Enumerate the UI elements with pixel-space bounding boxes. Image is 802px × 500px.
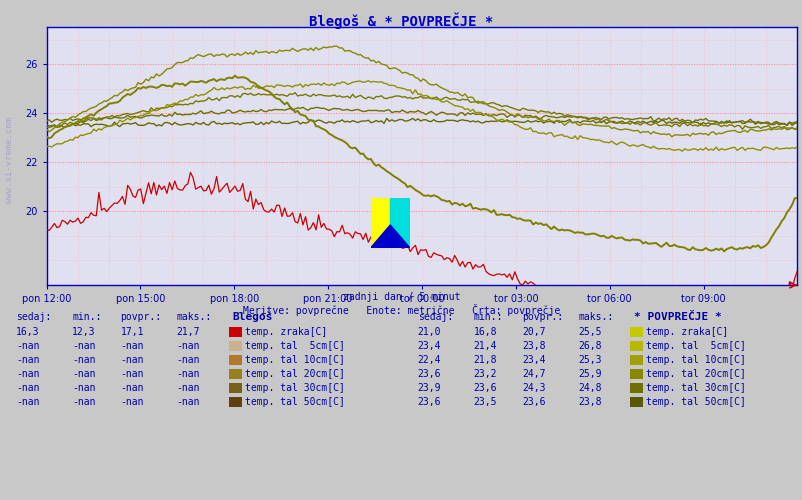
Text: 21,7: 21,7 — [176, 327, 200, 337]
Text: * POVPREČJE *: * POVPREČJE * — [634, 312, 721, 322]
Text: 22,4: 22,4 — [417, 355, 440, 365]
Text: maks.:: maks.: — [577, 312, 613, 322]
Polygon shape — [371, 198, 390, 248]
Text: Blegoš & * POVPREČJE *: Blegoš & * POVPREČJE * — [309, 12, 493, 29]
Text: -nan: -nan — [176, 383, 200, 393]
Text: 23,8: 23,8 — [521, 341, 545, 351]
Text: -nan: -nan — [120, 383, 144, 393]
Text: 17,1: 17,1 — [120, 327, 144, 337]
Text: 16,3: 16,3 — [16, 327, 39, 337]
Text: Blegoš: Blegoš — [233, 312, 273, 322]
Text: temp. tal 30cm[C]: temp. tal 30cm[C] — [646, 383, 745, 393]
Text: -nan: -nan — [16, 397, 39, 407]
Text: temp. tal  5cm[C]: temp. tal 5cm[C] — [646, 341, 745, 351]
Text: -nan: -nan — [120, 369, 144, 379]
Polygon shape — [371, 225, 409, 248]
Text: 23,9: 23,9 — [417, 383, 440, 393]
Text: -nan: -nan — [72, 369, 95, 379]
Polygon shape — [390, 198, 409, 248]
Text: -nan: -nan — [120, 355, 144, 365]
Text: 23,6: 23,6 — [473, 383, 496, 393]
Text: 25,3: 25,3 — [577, 355, 601, 365]
Text: 20,7: 20,7 — [521, 327, 545, 337]
Text: -nan: -nan — [72, 397, 95, 407]
Text: min.:: min.: — [473, 312, 503, 322]
Text: -nan: -nan — [120, 341, 144, 351]
Text: 23,4: 23,4 — [521, 355, 545, 365]
Text: -nan: -nan — [72, 383, 95, 393]
Text: 24,7: 24,7 — [521, 369, 545, 379]
Text: 16,8: 16,8 — [473, 327, 496, 337]
Text: -nan: -nan — [176, 397, 200, 407]
Text: Meritve: povprečne   Enote: metrične   Črta: povprečje: Meritve: povprečne Enote: metrične Črta:… — [242, 304, 560, 316]
Text: -nan: -nan — [16, 341, 39, 351]
Text: temp. tal 20cm[C]: temp. tal 20cm[C] — [646, 369, 745, 379]
Text: www.si-vreme.com: www.si-vreme.com — [5, 117, 14, 203]
Text: temp. tal  5cm[C]: temp. tal 5cm[C] — [245, 341, 344, 351]
Text: 21,0: 21,0 — [417, 327, 440, 337]
Text: 12,3: 12,3 — [72, 327, 95, 337]
Text: -nan: -nan — [72, 355, 95, 365]
Text: 23,2: 23,2 — [473, 369, 496, 379]
Text: 23,6: 23,6 — [521, 397, 545, 407]
Text: -nan: -nan — [176, 341, 200, 351]
Text: 24,3: 24,3 — [521, 383, 545, 393]
Text: sedaj:: sedaj: — [16, 312, 51, 322]
Text: -nan: -nan — [16, 355, 39, 365]
Text: temp. zraka[C]: temp. zraka[C] — [646, 327, 727, 337]
Text: zadnji dan / 5 minut: zadnji dan / 5 minut — [342, 292, 460, 302]
Text: temp. zraka[C]: temp. zraka[C] — [245, 327, 326, 337]
Text: -nan: -nan — [176, 369, 200, 379]
Text: 25,9: 25,9 — [577, 369, 601, 379]
Text: 23,5: 23,5 — [473, 397, 496, 407]
Text: -nan: -nan — [16, 369, 39, 379]
Text: -nan: -nan — [16, 383, 39, 393]
Text: 21,4: 21,4 — [473, 341, 496, 351]
Text: -nan: -nan — [120, 397, 144, 407]
Text: temp. tal 50cm[C]: temp. tal 50cm[C] — [646, 397, 745, 407]
Text: maks.:: maks.: — [176, 312, 212, 322]
Text: sedaj:: sedaj: — [417, 312, 452, 322]
Text: 24,8: 24,8 — [577, 383, 601, 393]
Text: temp. tal 20cm[C]: temp. tal 20cm[C] — [245, 369, 344, 379]
Text: temp. tal 10cm[C]: temp. tal 10cm[C] — [245, 355, 344, 365]
Text: 25,5: 25,5 — [577, 327, 601, 337]
Text: -nan: -nan — [72, 341, 95, 351]
Text: 26,8: 26,8 — [577, 341, 601, 351]
Text: -nan: -nan — [176, 355, 200, 365]
Text: 21,8: 21,8 — [473, 355, 496, 365]
Text: temp. tal 10cm[C]: temp. tal 10cm[C] — [646, 355, 745, 365]
Text: 23,4: 23,4 — [417, 341, 440, 351]
Text: 23,6: 23,6 — [417, 397, 440, 407]
Text: povpr.:: povpr.: — [521, 312, 562, 322]
Text: temp. tal 50cm[C]: temp. tal 50cm[C] — [245, 397, 344, 407]
Text: temp. tal 30cm[C]: temp. tal 30cm[C] — [245, 383, 344, 393]
Text: 23,6: 23,6 — [417, 369, 440, 379]
Text: povpr.:: povpr.: — [120, 312, 161, 322]
Text: min.:: min.: — [72, 312, 102, 322]
Text: 23,8: 23,8 — [577, 397, 601, 407]
